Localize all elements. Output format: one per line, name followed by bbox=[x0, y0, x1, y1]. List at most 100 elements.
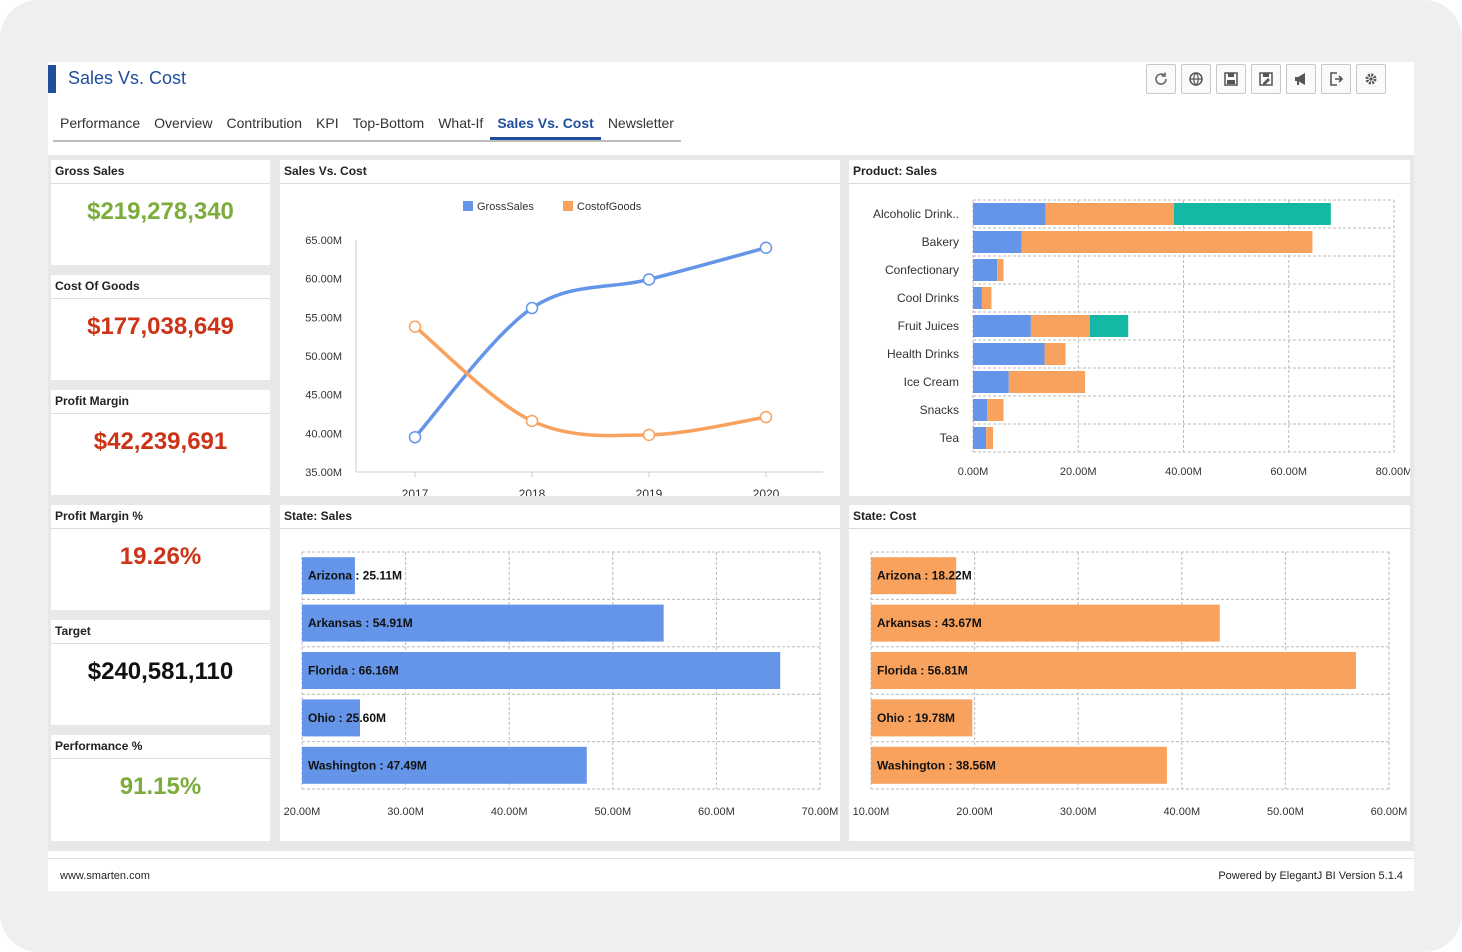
bar-segment bbox=[1030, 315, 1090, 337]
x-tick-label: 60.00M bbox=[698, 806, 735, 818]
y-tick-label: 45.00M bbox=[305, 390, 342, 402]
data-label: Arkansas : 43.67M bbox=[877, 616, 982, 630]
category-label: Confectionary bbox=[885, 263, 959, 277]
kpi-title: Gross Sales bbox=[51, 160, 270, 184]
data-label: Washington : 47.49M bbox=[308, 758, 427, 772]
bar-segment bbox=[973, 399, 988, 421]
tab-sales-vs-cost[interactable]: Sales Vs. Cost bbox=[490, 108, 601, 140]
kpi-title: Target bbox=[51, 620, 270, 644]
y-tick-label: 60.00M bbox=[305, 274, 342, 286]
data-label: Ohio : 19.78M bbox=[877, 711, 955, 725]
bar-segment bbox=[997, 259, 1004, 281]
data-label: Arkansas : 54.91M bbox=[308, 616, 413, 630]
category-label: Alcoholic Drink.. bbox=[873, 207, 959, 221]
tab-performance[interactable]: Performance bbox=[60, 115, 141, 131]
bar bbox=[302, 699, 361, 737]
x-tick-label: 0.00M bbox=[958, 466, 989, 478]
save-as-icon[interactable] bbox=[1251, 64, 1281, 94]
kpi-profit-margin: Profit Margin $42,239,691 bbox=[51, 390, 270, 495]
x-tick-label: 80.00M bbox=[1376, 466, 1410, 478]
y-tick-label: 40.00M bbox=[305, 428, 342, 440]
bar bbox=[871, 746, 1167, 784]
bar-segment bbox=[973, 203, 1046, 225]
x-tick-label: 70.00M bbox=[802, 806, 839, 818]
tab-top-bottom[interactable]: Top-Bottom bbox=[352, 115, 425, 131]
data-point bbox=[408, 320, 422, 333]
x-tick-label: 60.00M bbox=[1371, 806, 1408, 818]
bar-segment bbox=[973, 371, 1009, 393]
bar-chart: 20.00M 30.00M 40.00M 50.00M 60.00M 70.00M Ariz… bbox=[284, 551, 839, 818]
x-tick-label: 30.00M bbox=[1060, 806, 1097, 818]
save-icon[interactable] bbox=[1216, 64, 1246, 94]
chart-product-sales: Product: Sales 0.00M 20.00M 40.00M 60.00M 80… bbox=[849, 160, 1410, 496]
bar-segment bbox=[1089, 315, 1129, 337]
data-label: Ohio : 25.60M bbox=[308, 711, 386, 725]
x-tick-label: 40.00M bbox=[1165, 466, 1202, 478]
bar-segment bbox=[973, 287, 982, 309]
export-icon[interactable] bbox=[1321, 64, 1351, 94]
bar-chart: 10.00M 20.00M 30.00M 40.00M 50.00M 60.00M Ariz… bbox=[853, 551, 1408, 818]
toolbar bbox=[1146, 64, 1386, 94]
kpi-title: Cost Of Goods bbox=[51, 275, 270, 299]
bar bbox=[302, 557, 355, 595]
chart-state-sales: State: Sales 20.00M 30.00M 40.00M 50.00M 60.… bbox=[280, 505, 840, 841]
y-tick-label: 50.00M bbox=[305, 351, 342, 363]
globe-icon[interactable] bbox=[1181, 64, 1211, 94]
data-label: Washington : 38.56M bbox=[877, 758, 996, 772]
bar bbox=[871, 557, 957, 595]
bar-segment bbox=[973, 427, 987, 449]
bar bbox=[871, 699, 973, 737]
x-tick-label: 10.00M bbox=[853, 806, 890, 818]
footer: www.smarten.com Powered by ElegantJ BI V… bbox=[48, 858, 1414, 892]
bar-segment bbox=[981, 287, 992, 309]
legend-label: CostofGoods bbox=[577, 201, 642, 213]
x-tick-label: 2018 bbox=[519, 487, 546, 496]
data-point bbox=[759, 241, 773, 254]
category-label: Ice Cream bbox=[904, 375, 959, 389]
tab-overview[interactable]: Overview bbox=[154, 115, 213, 131]
settings-icon[interactable] bbox=[1356, 64, 1386, 94]
tab-bar: Performance Overview Contribution KPI To… bbox=[53, 108, 681, 142]
data-label: Arizona : 18.22M bbox=[877, 569, 972, 583]
bar-segment bbox=[1045, 203, 1175, 225]
bar bbox=[871, 652, 1356, 689]
chart-title: State: Sales bbox=[280, 505, 840, 529]
data-label: Arizona : 25.11M bbox=[308, 569, 402, 583]
x-tick-label: 2017 bbox=[402, 487, 429, 496]
tab-newsletter[interactable]: Newsletter bbox=[607, 115, 674, 131]
footer-link[interactable]: www.smarten.com bbox=[60, 870, 150, 882]
bar bbox=[302, 652, 781, 689]
refresh-icon[interactable] bbox=[1146, 64, 1176, 94]
category-label: Health Drinks bbox=[887, 347, 959, 361]
dashboard-content: Gross Sales $219,278,340 Cost Of Goods $… bbox=[48, 155, 1414, 851]
bar-segment bbox=[973, 259, 998, 281]
bar-segment bbox=[1174, 203, 1331, 225]
chart-state-cost: State: Cost 10.00M 20.00M 30.00M 40.00M 50.0… bbox=[849, 505, 1410, 841]
category-label: Cool Drinks bbox=[897, 291, 959, 305]
kpi-profit-margin-pct: Profit Margin % 19.26% bbox=[51, 505, 270, 610]
x-tick-label: 20.00M bbox=[1060, 466, 1097, 478]
data-point bbox=[642, 273, 656, 286]
kpi-cost-of-goods: Cost Of Goods $177,038,649 bbox=[51, 275, 270, 380]
kpi-title: Profit Margin bbox=[51, 390, 270, 414]
category-label: Snacks bbox=[920, 403, 959, 417]
kpi-value: $240,581,110 bbox=[87, 658, 234, 685]
y-tick-label: 65.00M bbox=[305, 235, 342, 247]
page-title: Sales Vs. Cost bbox=[68, 68, 187, 88]
bar-segment bbox=[973, 343, 1045, 365]
tab-what-if[interactable]: What-If bbox=[438, 115, 484, 131]
tab-kpi[interactable]: KPI bbox=[316, 115, 339, 131]
title-accent bbox=[48, 65, 56, 93]
tab-contribution[interactable]: Contribution bbox=[226, 115, 303, 131]
bar-segment bbox=[1044, 343, 1066, 365]
y-tick-label: 35.00M bbox=[305, 467, 342, 479]
data-point bbox=[525, 301, 539, 315]
dashboard-app: Sales Vs. Cost Performance Overview Cont… bbox=[48, 62, 1414, 891]
announce-icon[interactable] bbox=[1286, 64, 1316, 94]
category-label: Tea bbox=[940, 431, 960, 445]
x-tick-label: 60.00M bbox=[1270, 466, 1307, 478]
x-tick-label: 2019 bbox=[636, 487, 663, 496]
legend-swatch bbox=[563, 201, 573, 211]
series-line-costofgoods bbox=[413, 325, 767, 438]
kpi-title: Profit Margin % bbox=[51, 505, 270, 529]
